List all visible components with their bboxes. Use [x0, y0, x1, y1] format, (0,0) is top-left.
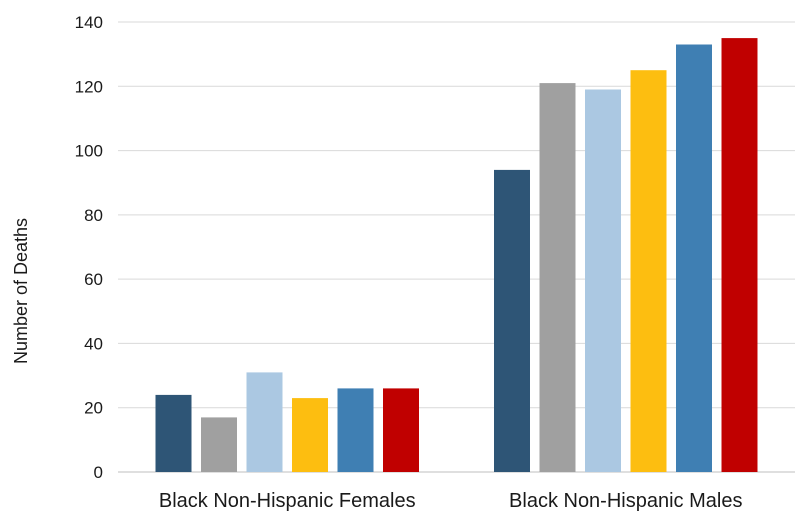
bar	[676, 44, 712, 472]
gridlines	[118, 21, 795, 473]
bar	[383, 388, 419, 472]
bar	[201, 417, 237, 472]
y-tick-label: 0	[94, 463, 103, 482]
x-category-label: Black Non-Hispanic Females	[159, 490, 416, 512]
bar	[585, 89, 621, 472]
bar	[246, 372, 283, 472]
x-axis-categories: Black Non-Hispanic Females Black Non-Hisp…	[159, 490, 743, 512]
bar	[539, 83, 576, 472]
bars	[155, 38, 758, 472]
y-axis-ticks: 0 20 40 60 80 100 120 140	[75, 13, 103, 482]
bar	[155, 394, 192, 472]
bar	[292, 398, 328, 472]
y-tick-label: 80	[84, 206, 103, 225]
y-tick-label: 60	[84, 270, 103, 289]
bar	[494, 169, 530, 472]
y-tick-label: 20	[84, 399, 103, 418]
y-tick-label: 120	[75, 77, 103, 96]
x-category-label: Black Non-Hispanic Males	[509, 490, 742, 512]
bar	[630, 70, 667, 472]
bar	[337, 388, 374, 472]
y-tick-label: 40	[84, 334, 103, 353]
y-tick-label: 100	[75, 142, 103, 161]
y-axis-title: Number of Deaths	[11, 218, 31, 364]
y-tick-label: 140	[75, 13, 103, 32]
bar	[721, 38, 758, 472]
